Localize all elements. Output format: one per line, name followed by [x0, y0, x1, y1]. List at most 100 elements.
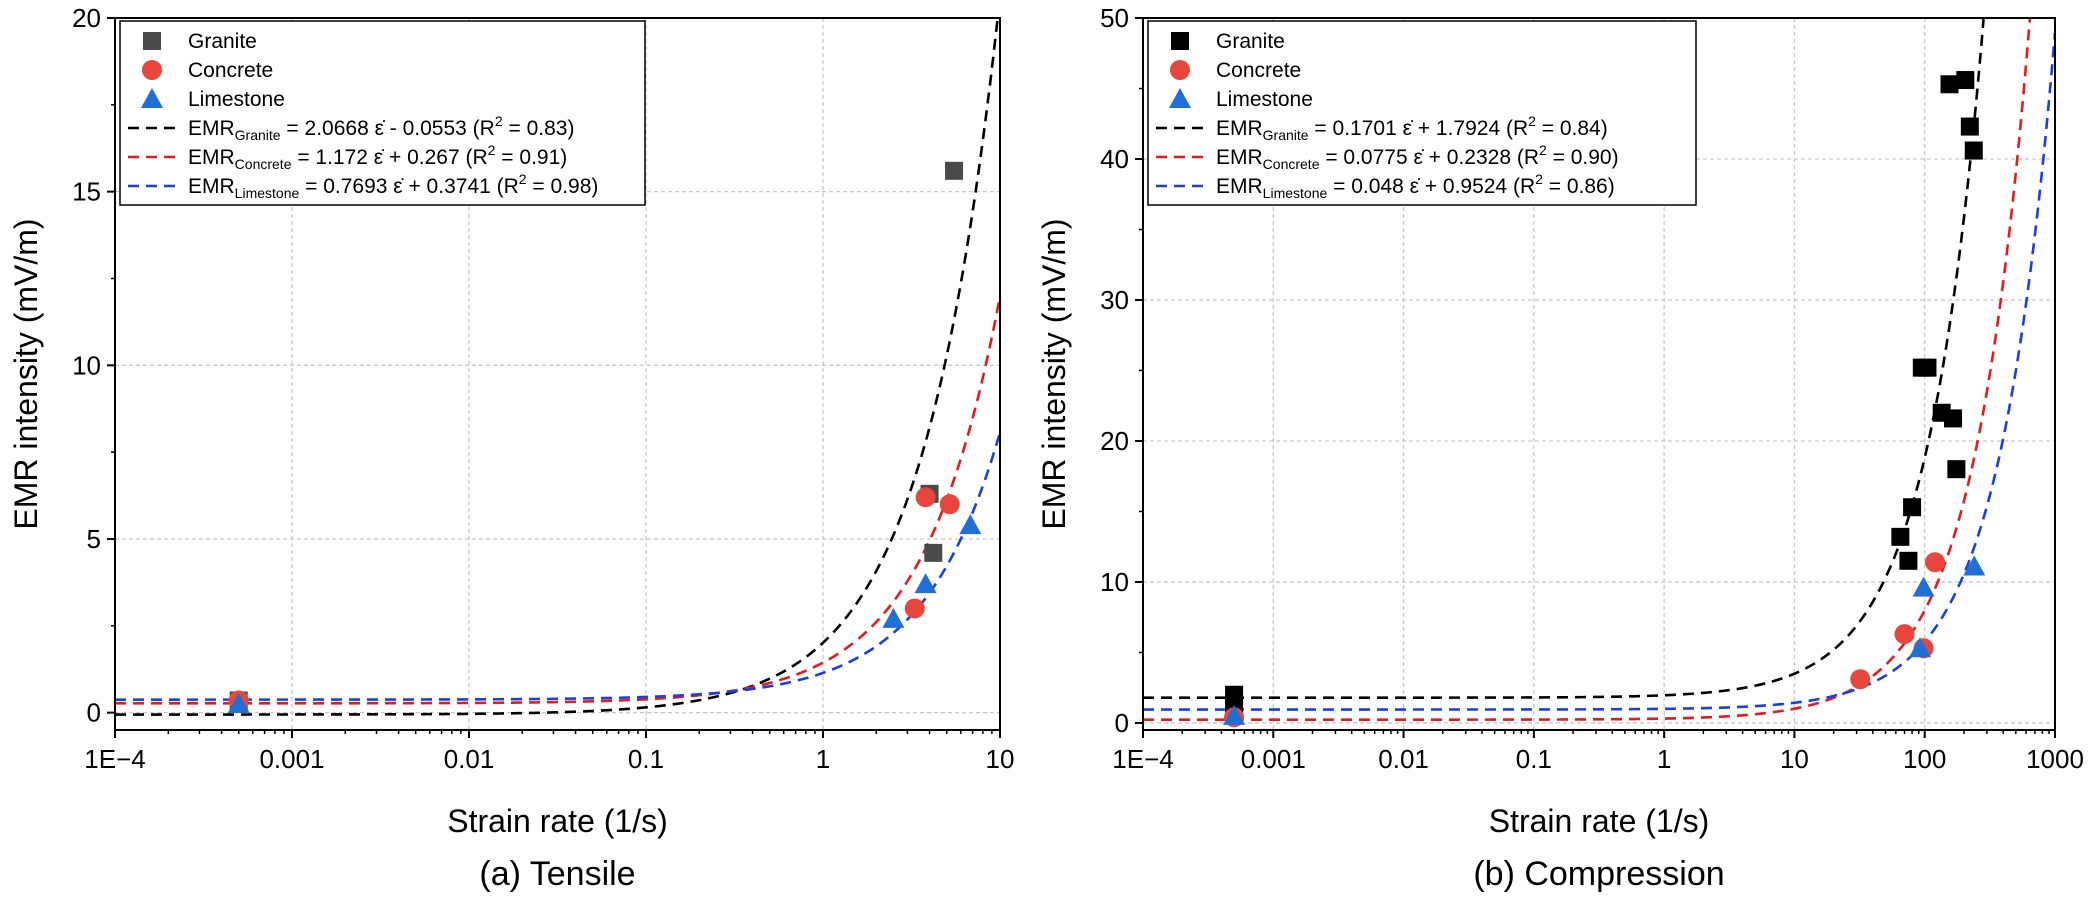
y-tick-label: 40: [1100, 144, 1129, 174]
fit-curve-granite: [115, 18, 999, 716]
fit-subscript: Concrete: [1263, 156, 1320, 172]
x-tick-label: 1: [816, 744, 830, 774]
plot-frame: [1142, 17, 2056, 731]
fit-subscript: Concrete: [235, 156, 292, 172]
data-point-limestone: [1963, 555, 1986, 576]
fit-equation: = 0.0775 ε̇: [1319, 146, 1423, 169]
fit-equation-rest: + 0.9524 (R: [1419, 175, 1535, 198]
x-tick-label: 1E−4: [84, 744, 145, 774]
legend-fit-granite: EMRGranite = 0.1701 ε̇ + 1.7924 (R2 = 0.…: [1216, 113, 1608, 143]
fit-curve-limestone: [1143, 32, 2055, 711]
x-tick-label: 100: [1903, 744, 1946, 774]
y-tick-label: 15: [72, 177, 101, 207]
x-tick-label: 1000: [2026, 744, 2084, 774]
fit-equation: = 1.172 ε̇: [291, 146, 384, 169]
data-point-granite: [945, 161, 964, 180]
data-point-limestone: [959, 514, 982, 535]
y-tick-label: 20: [72, 3, 101, 33]
panel-caption: (b) Compression: [1473, 855, 1724, 893]
x-tick-label: 0.01: [444, 744, 495, 774]
fit-equation: = 0.7693 ε̇: [299, 175, 403, 198]
fit-superscript: 2: [519, 171, 527, 187]
data-point-concrete: [1850, 669, 1871, 690]
data-point-concrete: [915, 487, 936, 508]
data-point-limestone: [882, 607, 905, 628]
y-tick-label: 20: [1100, 426, 1129, 456]
legend-fit-granite: EMRGranite = 2.0668 ε̇ - 0.0553 (R2 = 0.…: [188, 113, 574, 143]
data-point-limestone: [227, 692, 250, 713]
fit-r2: = 0.83): [503, 117, 575, 140]
fit-curve-limestone: [115, 432, 1000, 701]
legend-fit-concrete: EMRConcrete = 0.0775 ε̇ + 0.2328 (R2 = 0…: [1216, 142, 1619, 172]
fit-label: EMR: [1216, 175, 1263, 198]
panel-caption: (a) Tensile: [479, 855, 635, 893]
fit-subscript: Granite: [235, 127, 281, 143]
x-axis-label: Strain rate (1/s): [1489, 803, 1710, 839]
fit-superscript: 2: [495, 113, 503, 129]
data-point-granite: [1899, 551, 1918, 570]
fit-label: EMR: [188, 175, 235, 198]
y-tick-label: 30: [1100, 285, 1129, 315]
fit-r2: = 0.91): [495, 146, 567, 169]
data-point-granite: [1903, 498, 1922, 517]
x-tick-label: 0.1: [1516, 744, 1552, 774]
fit-equation: = 0.048 ε̇: [1327, 175, 1420, 198]
data-point-granite: [1225, 685, 1244, 704]
data-point-limestone: [1912, 576, 1935, 597]
y-tick-label: 50: [1100, 3, 1129, 33]
x-tick-label: 0.001: [259, 744, 324, 774]
x-tick-label: 10: [986, 744, 1015, 774]
fit-label: EMR: [1216, 117, 1263, 140]
data-point-granite: [1956, 71, 1975, 90]
y-tick-label: 0: [1115, 708, 1129, 738]
legend-fit-limestone: EMRLimestone = 0.7693 ε̇ + 0.3741 (R2 = …: [188, 171, 598, 201]
fit-superscript: 2: [488, 142, 496, 158]
x-tick-label: 0.001: [1241, 744, 1306, 774]
legend-label-limestone: Limestone: [1216, 88, 1313, 111]
fit-subscript: Limestone: [235, 185, 300, 201]
fit-superscript: 2: [1528, 113, 1536, 129]
fit-r2: = 0.98): [527, 175, 599, 198]
fit-superscript: 2: [1539, 142, 1547, 158]
fit-r2: = 0.86): [1543, 175, 1615, 198]
legend-label-granite: Granite: [188, 30, 257, 53]
legend-fit-concrete: EMRConcrete = 1.172 ε̇ + 0.267 (R2 = 0.9…: [188, 142, 567, 172]
data-point-concrete: [1894, 624, 1915, 645]
legend-box: [119, 20, 646, 206]
y-tick-label: 0: [87, 698, 101, 728]
fit-equation-rest: - 0.0553 (R: [384, 117, 495, 140]
data-point-granite: [1947, 460, 1966, 479]
data-point-limestone: [914, 573, 937, 594]
data-point-granite: [1940, 75, 1959, 94]
legend-marker-concrete: [1170, 60, 1190, 80]
x-tick-label: 0.01: [1378, 744, 1429, 774]
y-axis-label: EMR intensity (mV/m): [8, 218, 44, 529]
y-tick-label: 5: [87, 524, 101, 554]
chart-panel-tensile: 1E−4 0.001 0.01 0.1 1 10 0 5 10 15 20 Strain rate (…: [8, 3, 1015, 893]
y-tick-label: 10: [1100, 567, 1129, 597]
x-tick-label: 10: [1780, 744, 1809, 774]
fit-equation-rest: + 1.7924 (R: [1412, 117, 1528, 140]
data-point-limestone: [1223, 704, 1246, 725]
fit-label: EMR: [188, 117, 235, 140]
legend-marker-limestone: [141, 88, 163, 108]
legend-marker-granite: [1171, 32, 1189, 50]
fit-r2: = 0.90): [1547, 146, 1619, 169]
data-point-concrete: [939, 494, 960, 515]
legend-marker-limestone: [1169, 88, 1191, 108]
plot-frame: [114, 17, 1001, 731]
x-tick-label: 0.1: [628, 744, 664, 774]
y-axis-label: EMR intensity (mV/m): [1036, 218, 1072, 529]
chart-panel-compression: 1E−4 0.001 0.01 0.1 1 10 100 1000 0 10 20 30 40 50 Str…: [1036, 3, 2084, 893]
fit-equation: = 2.0668 ε̇: [281, 117, 385, 140]
x-tick-label: 1: [1657, 744, 1671, 774]
fit-subscript: Granite: [1263, 127, 1309, 143]
legend-marker-concrete: [142, 60, 162, 80]
data-point-granite: [1891, 527, 1910, 546]
legend-fit-limestone: EMRLimestone = 0.048 ε̇ + 0.9524 (R2 = 0…: [1216, 171, 1615, 201]
legend-label-concrete: Concrete: [188, 59, 273, 82]
legend-label-limestone: Limestone: [188, 88, 285, 111]
